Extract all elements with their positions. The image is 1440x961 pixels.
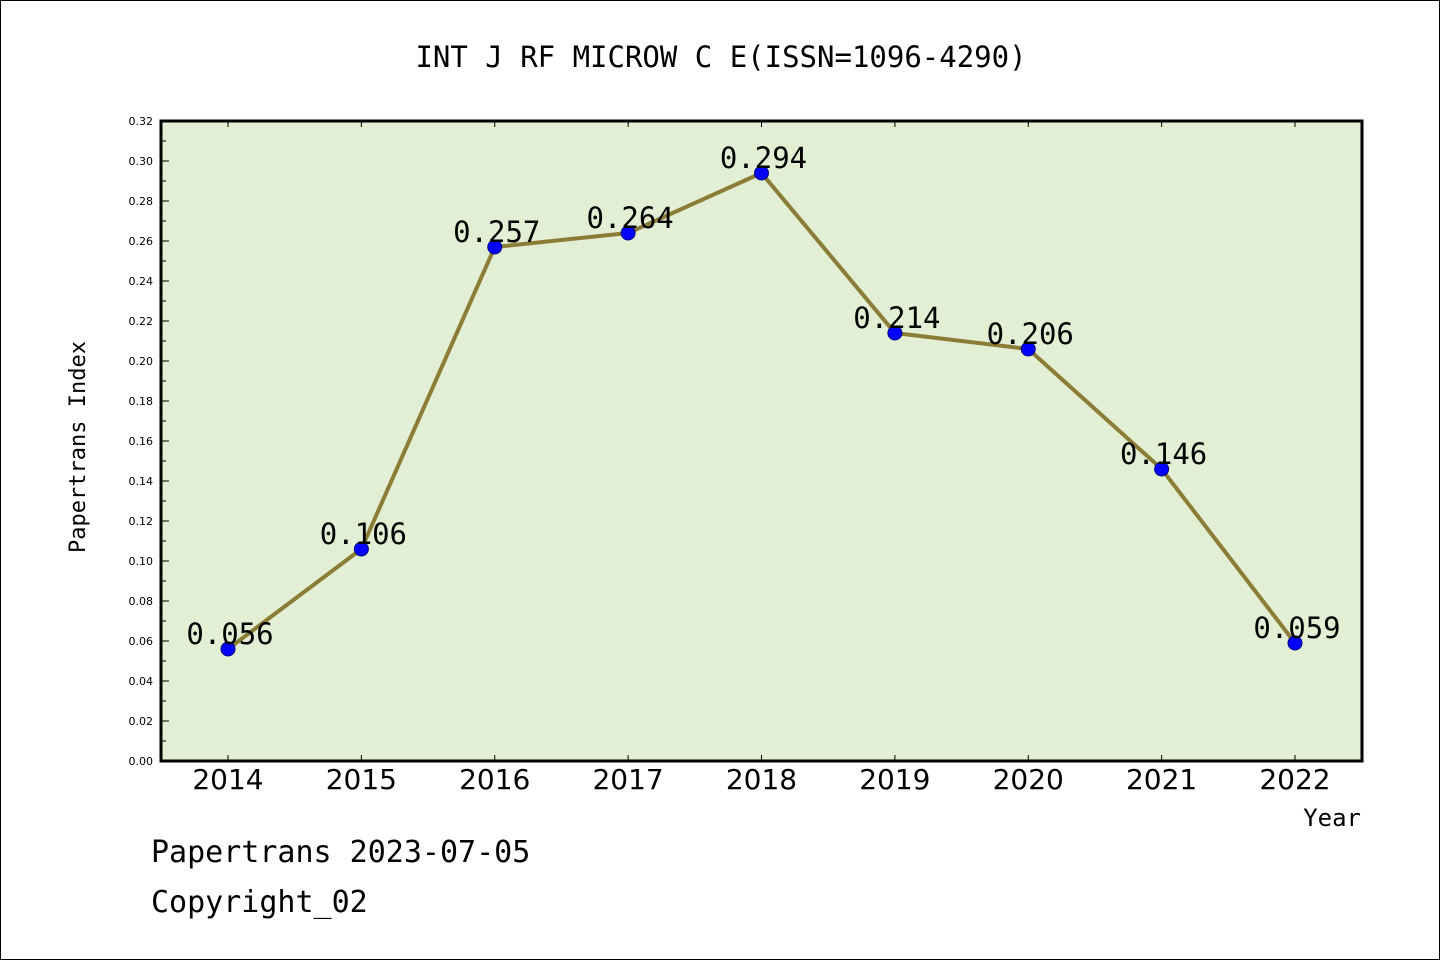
y-tick-label: 0.04 — [129, 675, 154, 688]
data-label: 0.214 — [853, 301, 940, 335]
data-label: 0.257 — [453, 215, 540, 249]
y-tick-label: 0.32 — [129, 115, 154, 128]
x-tick-label: 2014 — [192, 763, 263, 796]
y-tick-label: 0.26 — [129, 235, 154, 248]
y-axis-label: Papertrans Index — [66, 341, 91, 553]
x-tick-label: 2017 — [592, 763, 663, 796]
y-tick-label: 0.12 — [129, 515, 154, 528]
data-point — [1154, 461, 1170, 477]
data-label: 0.264 — [586, 201, 673, 235]
x-tick-label: 2020 — [993, 763, 1064, 796]
y-tick-label: 0.16 — [129, 435, 154, 448]
data-point — [887, 325, 903, 341]
y-tick-label: 0.14 — [129, 475, 154, 488]
data-label: 0.106 — [320, 517, 407, 551]
data-point — [353, 541, 369, 557]
x-tick-label: 2018 — [726, 763, 797, 796]
data-label: 0.294 — [720, 141, 807, 175]
y-tick-label: 0.20 — [129, 355, 154, 368]
y-tick-label: 0.24 — [129, 275, 154, 288]
chart-title: INT J RF MICROW C E(ISSN=1096-4290) — [415, 40, 1026, 74]
y-tick-label: 0.02 — [129, 715, 154, 728]
y-tick-label: 0.22 — [129, 315, 154, 328]
axis-ticks: 0.00 0.02 0.04 0.06 0.08 0.10 0.12 0.14 0.16 0.18… — [129, 115, 1331, 796]
y-tick-label: 0.08 — [129, 595, 154, 608]
series-group: 0.056 0.106 0.257 0.264 0.294 0.214 0.206 0.146… — [186, 141, 1341, 657]
data-label: 0.056 — [186, 617, 273, 651]
x-tick-label: 2019 — [859, 763, 930, 796]
data-point — [1020, 341, 1036, 357]
plot-area — [159, 119, 1364, 763]
data-label: 0.206 — [987, 317, 1074, 351]
footer-copyright: Copyright_02 — [151, 885, 368, 920]
y-tick-label: 0.30 — [129, 155, 154, 168]
x-tick-label: 2015 — [326, 763, 397, 796]
data-point — [220, 641, 236, 657]
data-label: 0.146 — [1120, 437, 1207, 471]
x-tick-label: 2022 — [1259, 763, 1330, 796]
data-point — [620, 225, 636, 241]
y-tick-label: 0.06 — [129, 635, 154, 648]
data-point — [754, 165, 769, 181]
footer-source: Papertrans 2023-07-05 — [151, 835, 531, 870]
x-tick-label: 2016 — [459, 763, 530, 796]
y-tick-label: 0.28 — [129, 195, 154, 208]
x-axis-label: Year — [1303, 804, 1361, 832]
data-point — [1287, 635, 1303, 651]
data-label: 0.059 — [1253, 611, 1340, 645]
y-tick-label: 0.10 — [129, 555, 154, 568]
y-tick-label: 0.00 — [129, 755, 154, 768]
y-tick-label: 0.18 — [129, 395, 154, 408]
x-tick-label: 2021 — [1126, 763, 1197, 796]
data-point — [487, 239, 503, 255]
